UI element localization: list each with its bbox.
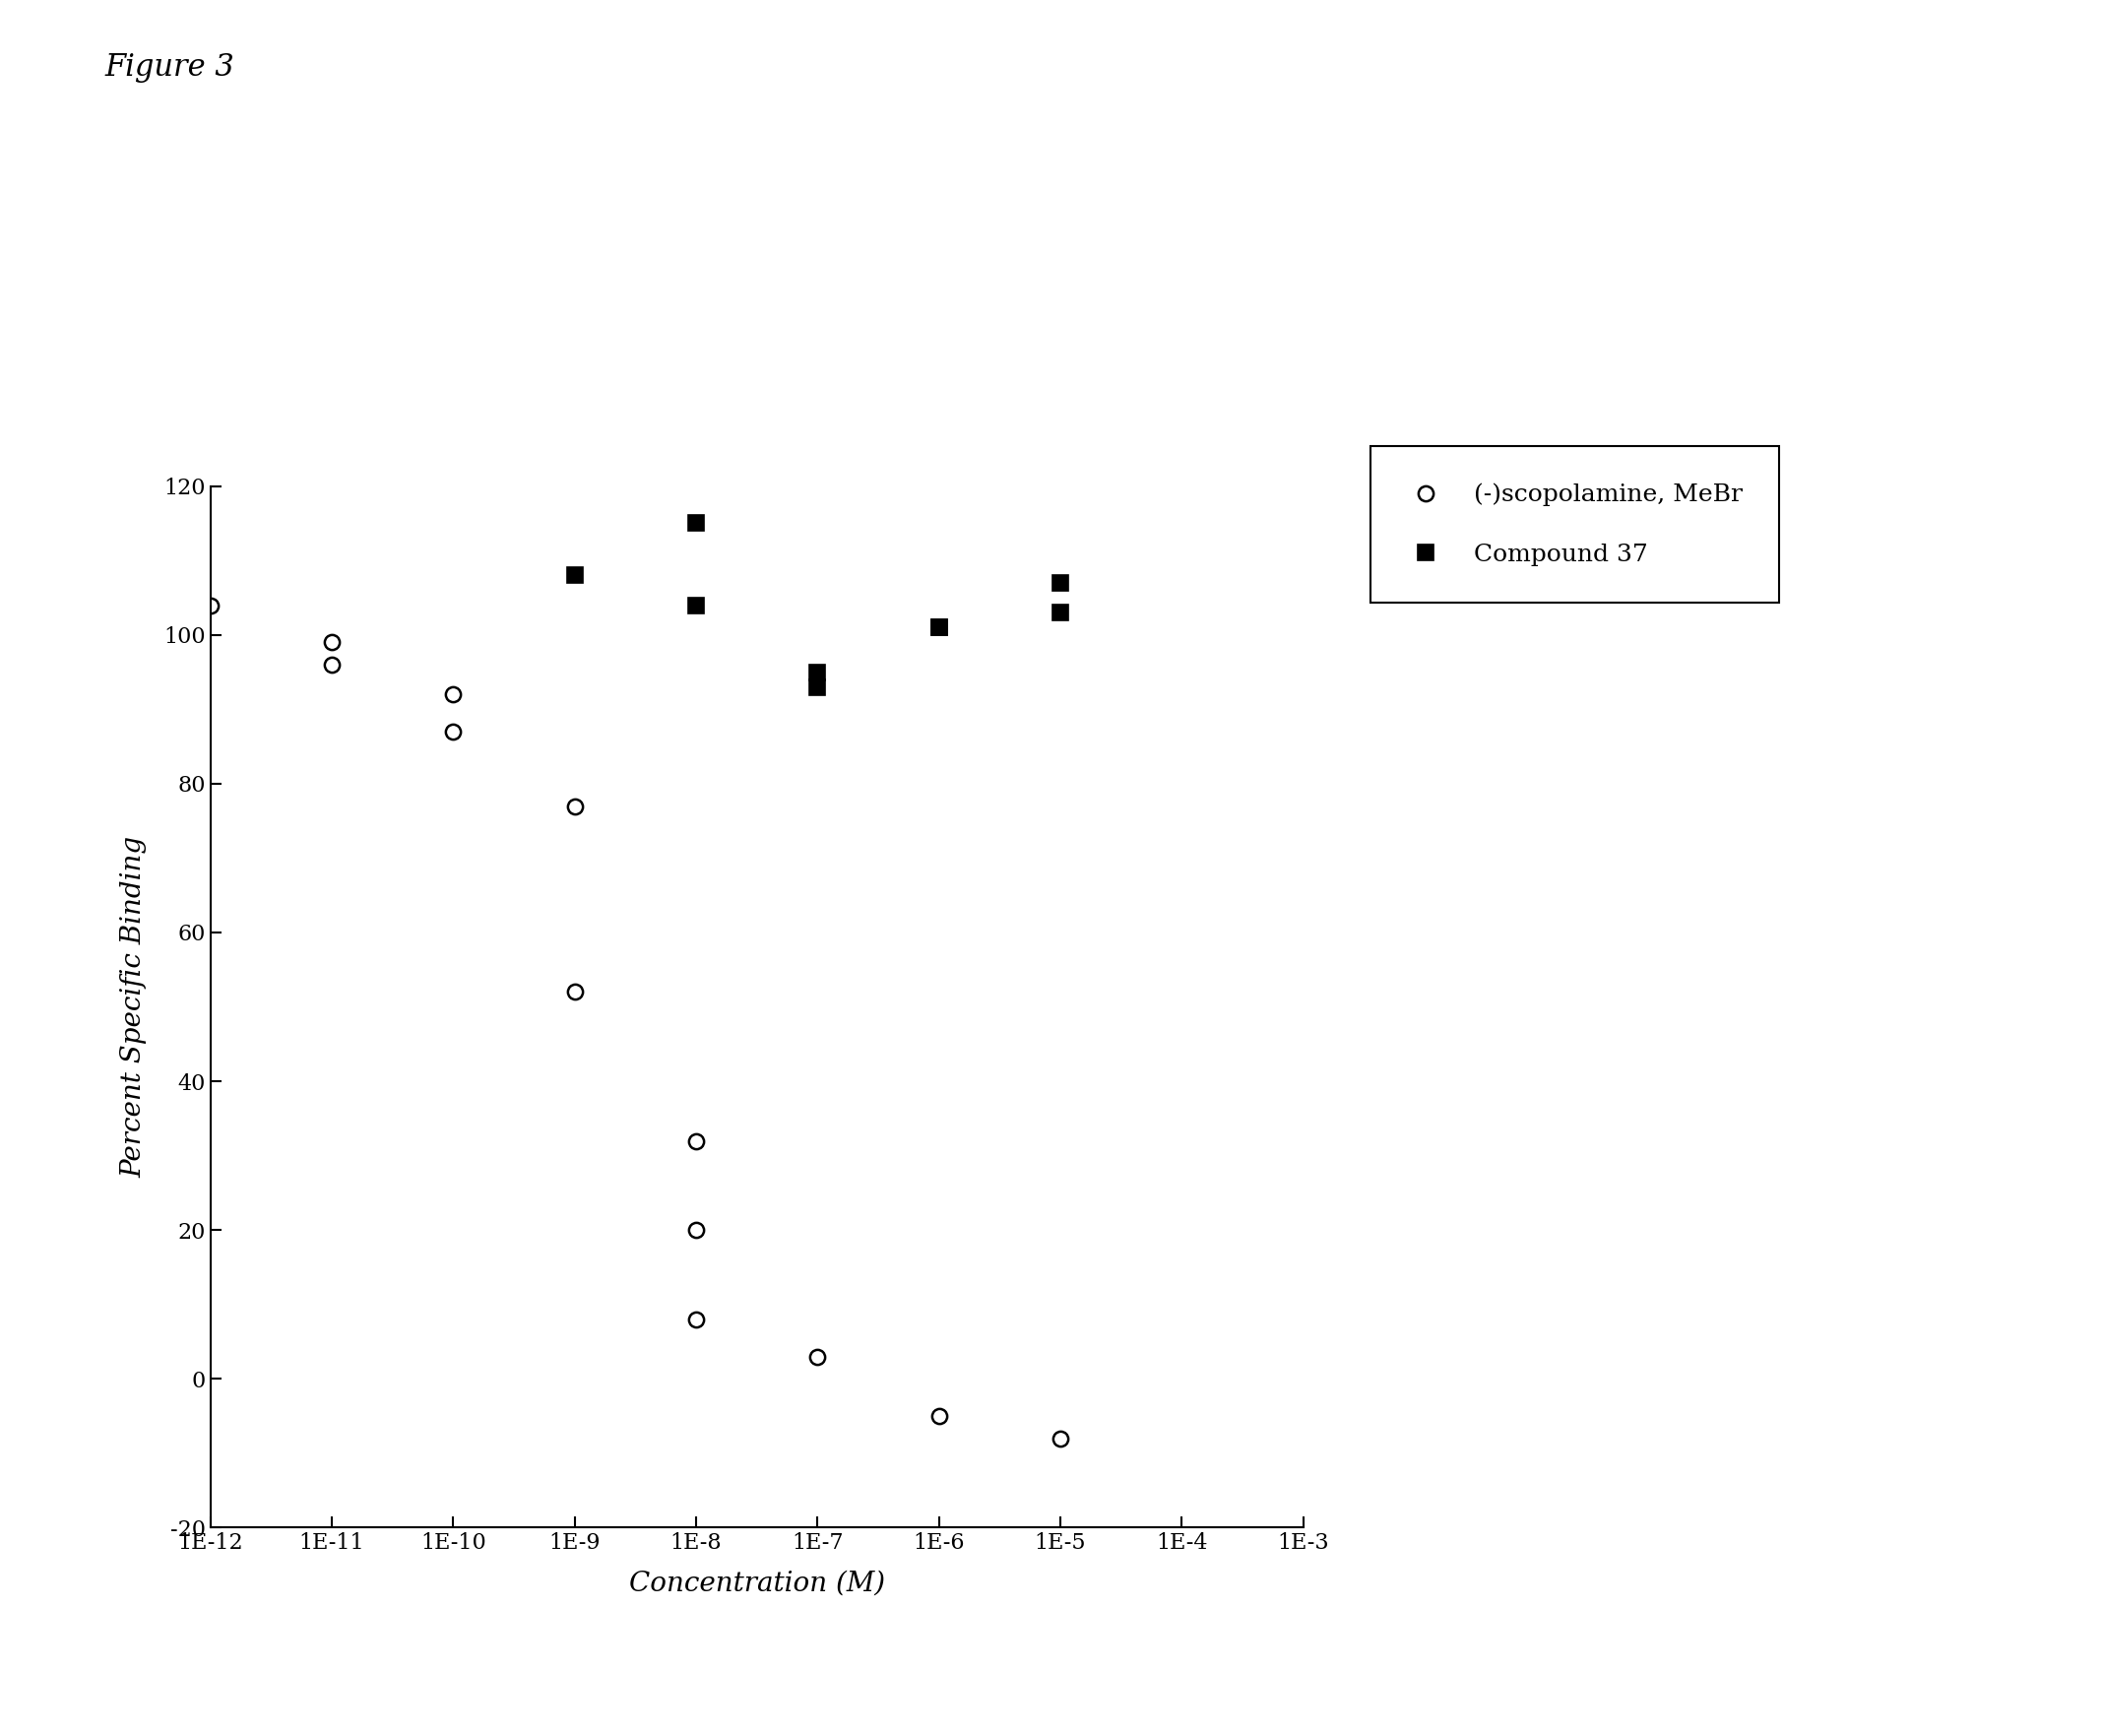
(-)scopolamine, MeBr: [561, 981, 586, 1002]
(-)scopolamine, MeBr: [441, 720, 467, 741]
(-)scopolamine, MeBr: [683, 1220, 708, 1241]
Line: (-)scopolamine, MeBr: (-)scopolamine, MeBr: [202, 597, 1068, 1446]
(-)scopolamine, MeBr: [683, 1309, 708, 1330]
(-)scopolamine, MeBr: [561, 795, 586, 816]
Compound 37: [927, 616, 952, 637]
(-)scopolamine, MeBr: [927, 1406, 952, 1427]
Line: Compound 37: Compound 37: [568, 516, 1068, 694]
(-)scopolamine, MeBr: [683, 1130, 708, 1151]
(-)scopolamine, MeBr: [198, 595, 223, 616]
(-)scopolamine, MeBr: [320, 654, 345, 675]
X-axis label: Concentration (M): Concentration (M): [628, 1571, 885, 1597]
Compound 37: [683, 595, 708, 616]
(-)scopolamine, MeBr: [805, 1345, 830, 1366]
(-)scopolamine, MeBr: [441, 684, 467, 705]
Compound 37: [683, 512, 708, 533]
(-)scopolamine, MeBr: [320, 632, 345, 653]
Compound 37: [1047, 602, 1072, 623]
Text: Figure 3: Figure 3: [105, 52, 235, 83]
Compound 37: [927, 616, 952, 637]
Legend: (-)scopolamine, MeBr, Compound 37: (-)scopolamine, MeBr, Compound 37: [1371, 446, 1778, 602]
(-)scopolamine, MeBr: [1047, 1429, 1072, 1450]
Y-axis label: Percent Specific Binding: Percent Specific Binding: [120, 837, 147, 1177]
Compound 37: [805, 661, 830, 682]
Compound 37: [561, 564, 586, 585]
Compound 37: [805, 677, 830, 698]
Compound 37: [1047, 573, 1072, 594]
